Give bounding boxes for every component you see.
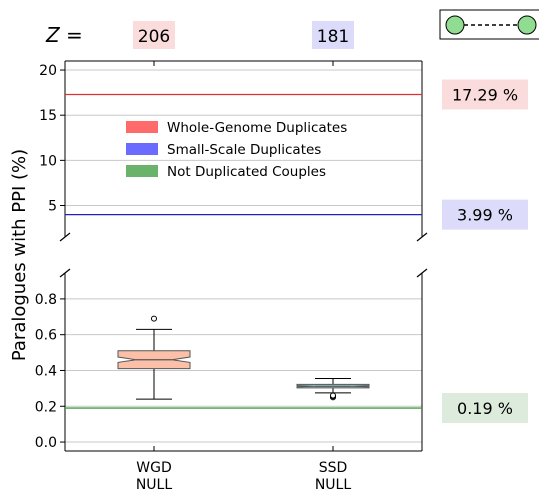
node-dashed-edge-node-icon: [439, 9, 539, 40]
legend-entry: Not Duplicated Couples: [167, 164, 326, 180]
y-tick-label: 0.0: [35, 435, 57, 451]
z-value: 206: [138, 27, 170, 47]
reference-value-labels: 17.29 % 3.99 % 0.19 %: [442, 79, 528, 424]
y-tick-label: 20: [39, 63, 57, 79]
y-tick-label: 0.8: [35, 292, 57, 308]
y-axis-label: Paralogues with PPI (%): [9, 149, 30, 361]
category-label: WGD NULL: [136, 460, 173, 490]
outlier-point: [330, 392, 336, 399]
reference-label-box: [442, 393, 528, 424]
reference-label-box: [442, 79, 528, 110]
z-values: 206 181: [133, 21, 354, 49]
category-label: SSD NULL: [315, 460, 352, 490]
box-1: [296, 378, 370, 401]
box-0: [117, 315, 191, 400]
legend: Whole-Genome Duplicates Small-Scale Dupli…: [126, 120, 347, 180]
y-tick-label: 0.2: [35, 399, 57, 415]
axis-break-marks: [59, 232, 428, 278]
legend-swatch: [126, 165, 158, 177]
reference-label-box: [442, 199, 528, 230]
z-value-box: [312, 21, 354, 49]
legend-swatch: [126, 121, 158, 133]
upper-axes: 5 10 15 20: [39, 60, 423, 237]
z-label: Z =: [45, 23, 83, 47]
lower-axes: 0.0 0.2 0.4 0.6 0.8: [35, 273, 423, 452]
reference-label: 0.19 %: [457, 399, 513, 418]
reference-label: 3.99 %: [457, 206, 513, 225]
legend-entry: Whole-Genome Duplicates: [167, 120, 347, 136]
legend-swatch: [126, 143, 158, 155]
y-tick-label: 15: [39, 108, 57, 124]
category-labels: WGD NULL SSD NULL: [136, 460, 352, 493]
y-tick-label: 5: [48, 199, 57, 215]
outlier-point: [151, 315, 157, 322]
y-tick-label: 0.4: [35, 363, 57, 379]
legend-entry: Small-Scale Duplicates: [167, 142, 321, 158]
z-value: 181: [317, 27, 349, 47]
y-tick-label: 10: [39, 153, 57, 169]
reference-label: 17.29 %: [452, 86, 518, 105]
y-tick-label: 0.6: [35, 328, 57, 344]
z-value-box: [133, 21, 175, 49]
